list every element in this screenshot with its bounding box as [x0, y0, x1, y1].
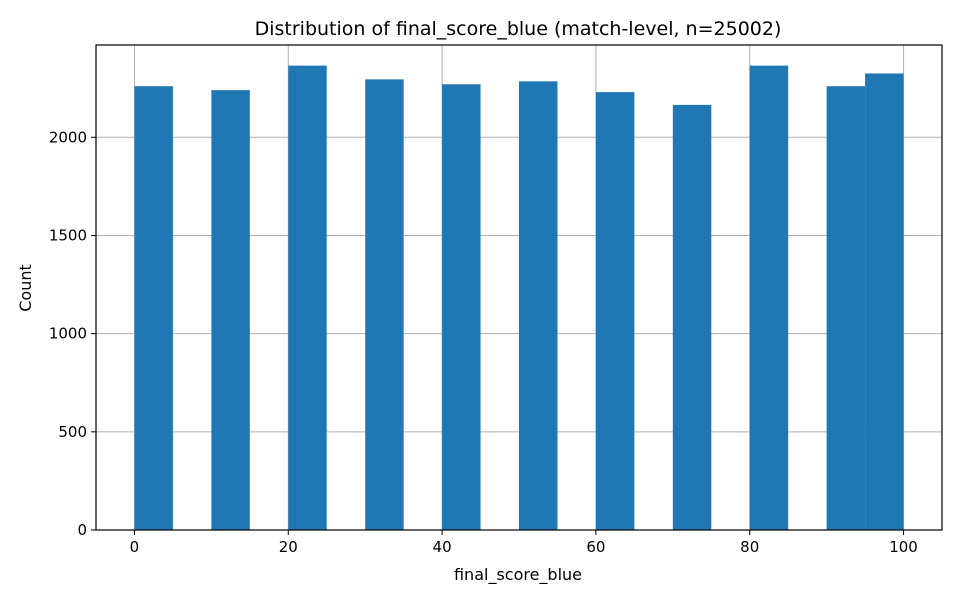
histogram-bar	[288, 65, 327, 531]
y-tick-label: 500	[58, 423, 87, 441]
histogram-bar	[134, 86, 173, 531]
x-tick-label: 80	[740, 538, 759, 556]
plot-frame	[95, 44, 943, 531]
bar-layer	[134, 65, 904, 531]
y-tick-label: 1500	[49, 226, 87, 244]
histogram-bar	[211, 90, 250, 531]
x-tick-label: 20	[279, 538, 298, 556]
y-tick-label: 1000	[49, 325, 87, 343]
x-axis-label: final_score_blue	[454, 565, 582, 585]
histogram-bar	[865, 73, 904, 531]
x-tick-label: 100	[889, 538, 918, 556]
histogram-bar	[749, 65, 789, 531]
y-axis-label: Count	[16, 264, 35, 312]
histogram-bar	[519, 81, 558, 530]
x-tick-label: 60	[586, 538, 605, 556]
chart-title: Distribution of final_score_blue (match-…	[255, 18, 782, 40]
histogram-bar	[365, 79, 404, 530]
x-tick-label: 0	[130, 538, 140, 556]
histogram-bar	[672, 104, 712, 530]
histogram-bar	[826, 86, 866, 531]
histogram-bar	[595, 92, 635, 531]
histogram-bar	[442, 84, 481, 531]
y-tick-label: 2000	[49, 128, 87, 146]
x-tick-label: 40	[433, 538, 452, 556]
y-tick-label: 0	[77, 521, 87, 539]
